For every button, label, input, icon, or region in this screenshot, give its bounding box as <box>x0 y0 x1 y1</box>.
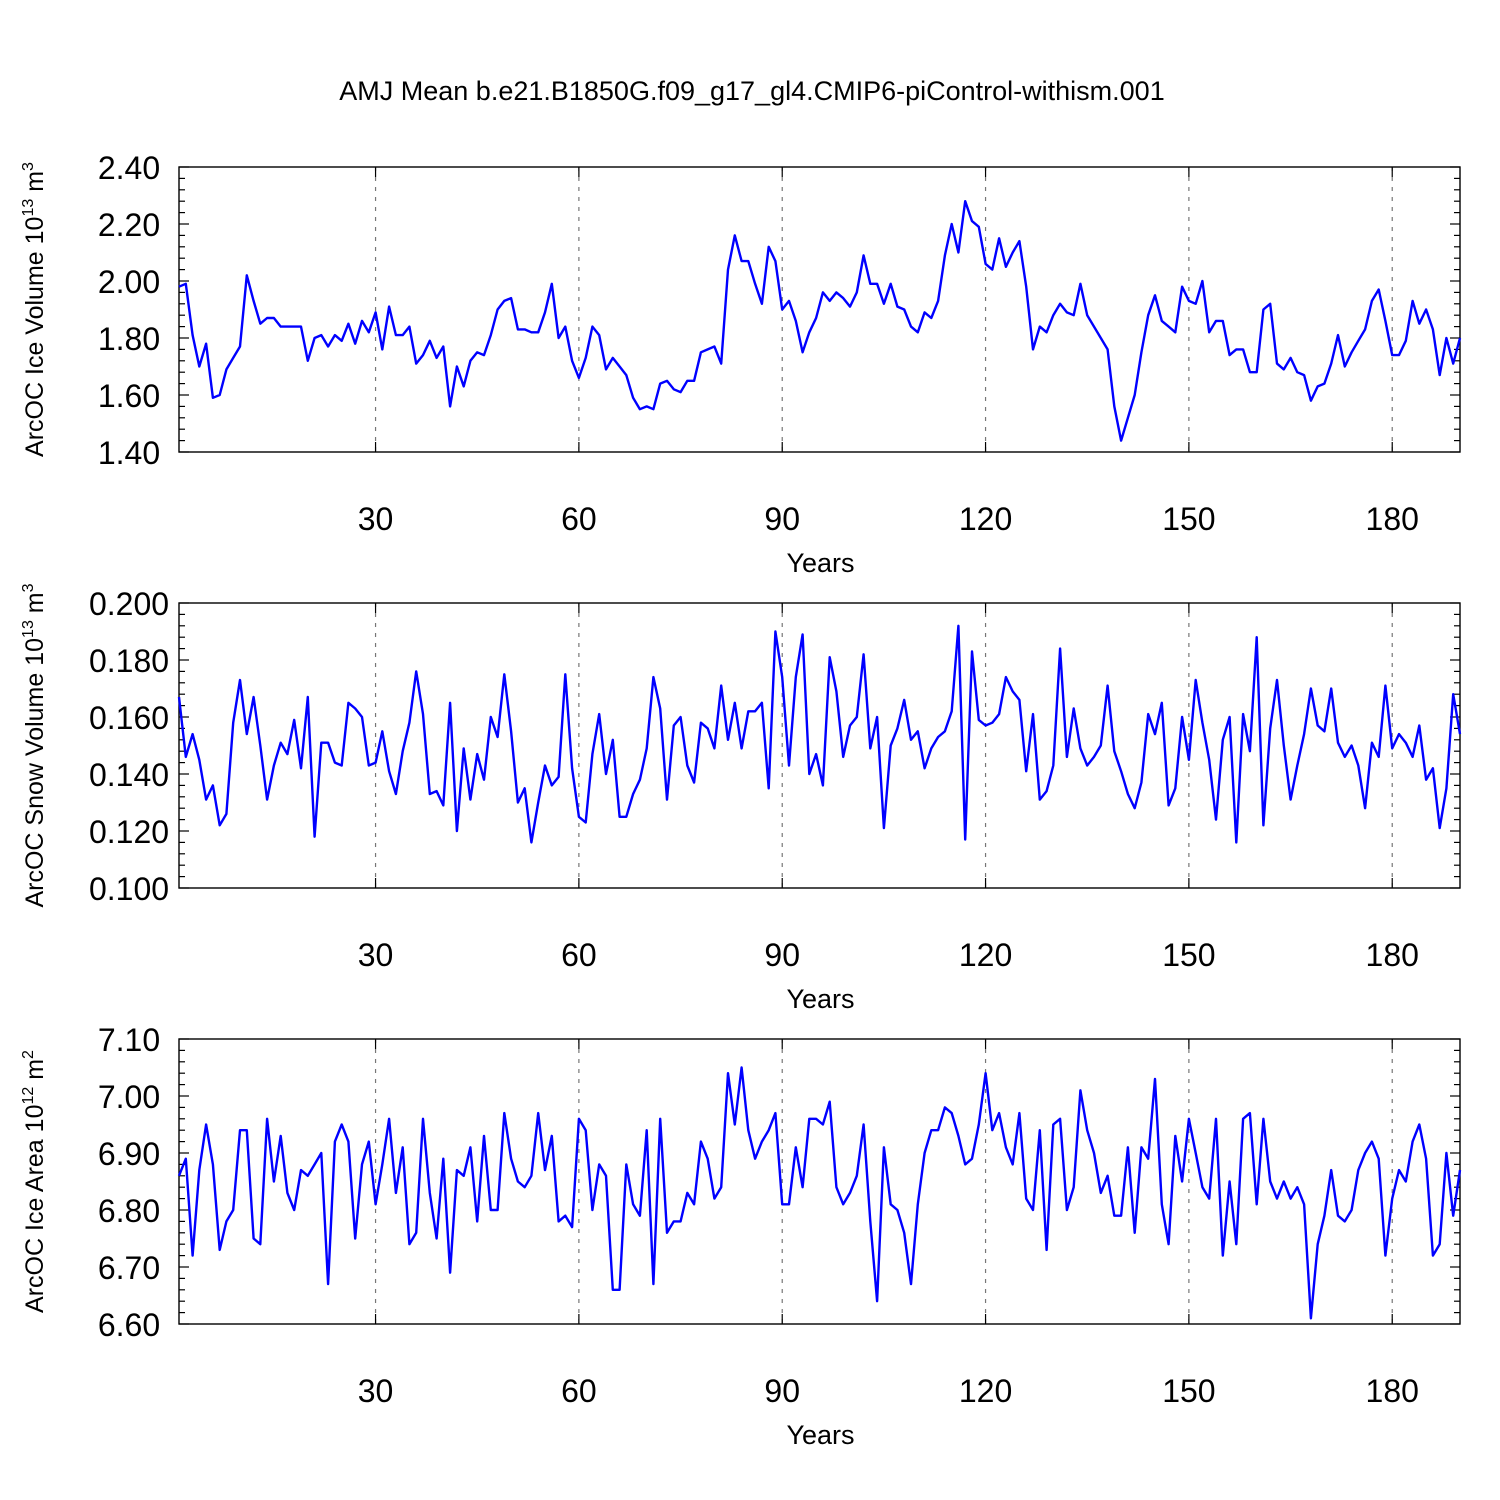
plot-frame <box>178 1038 1461 1325</box>
x-tick-label: 90 <box>764 937 800 973</box>
series-line <box>178 199 1462 442</box>
x-tick-label: 60 <box>561 501 597 537</box>
x-tick-label: 120 <box>959 1373 1012 1409</box>
y-tick-label: 2.20 <box>98 207 160 243</box>
x-axis-label: Years <box>786 548 854 578</box>
y-tick-label: 0.100 <box>89 871 169 907</box>
x-tick-label: 30 <box>358 1373 394 1409</box>
y-tick-label: 7.10 <box>98 1022 160 1058</box>
y-tick-label: 1.60 <box>98 378 160 414</box>
chart-panels: 30 60 90 120 150 180 1.40 1.60 1.80 2.00 2.20 2.40 Y… <box>20 150 1462 1450</box>
y-axis-label: ArcOC Ice Volume 1013 m3 <box>20 162 49 457</box>
y-tick-label: 6.60 <box>98 1307 160 1343</box>
x-tick-label: 30 <box>358 937 394 973</box>
x-tick-label: 90 <box>764 501 800 537</box>
x-tick-label: 30 <box>358 501 394 537</box>
y-tick-label: 0.140 <box>89 757 169 793</box>
series-line <box>177 1066 1462 1320</box>
x-tick-label: 120 <box>959 501 1012 537</box>
y-tick-label: 7.00 <box>98 1079 160 1115</box>
x-tick-label: 150 <box>1162 1373 1215 1409</box>
y-tick-label: 0.160 <box>89 700 169 736</box>
chart-panel-1: 30 60 90 120 150 180 1.40 1.60 1.80 2.00 2.20 2.40 Y… <box>20 150 1462 578</box>
x-tick-label: 150 <box>1162 501 1215 537</box>
y-axis-label: ArcOC Ice Area 1012 m2 <box>20 1050 49 1313</box>
y-tick-label: 2.40 <box>98 150 160 186</box>
x-tick-label: 150 <box>1162 937 1215 973</box>
x-tick-label: 60 <box>561 1373 597 1409</box>
chart-panel-3: 30 60 90 120 150 180 6.60 6.70 6.80 6.90 7.00 7.10 Y… <box>20 1022 1462 1450</box>
x-axis-label: Years <box>786 984 854 1014</box>
chart-title: AMJ Mean b.e21.B1850G.f09_g17_gl4.CMIP6-… <box>339 76 1164 106</box>
y-tick-label: 0.120 <box>89 814 169 850</box>
plot-frame <box>178 166 1461 453</box>
y-tick-label: 6.70 <box>98 1250 160 1286</box>
x-tick-label: 120 <box>959 937 1012 973</box>
series-line <box>177 624 1462 844</box>
x-axis-label: Years <box>786 1420 854 1450</box>
y-axis-label: ArcOC Snow Volume 1013 m3 <box>20 583 49 907</box>
y-tick-label: 2.00 <box>98 264 160 300</box>
chart-panel-2: 30 60 90 120 150 180 0.100 0.120 0.140 0.160 0.180… <box>20 583 1462 1014</box>
x-tick-label: 180 <box>1366 937 1419 973</box>
y-tick-label: 6.90 <box>98 1136 160 1172</box>
y-tick-label: 0.180 <box>89 643 169 679</box>
y-tick-label: 1.80 <box>98 321 160 357</box>
x-tick-label: 180 <box>1366 1373 1419 1409</box>
plot-frame <box>178 602 1461 889</box>
y-tick-label: 1.40 <box>98 435 160 471</box>
y-tick-label: 0.200 <box>89 586 169 622</box>
y-tick-label: 6.80 <box>98 1193 160 1229</box>
x-tick-label: 180 <box>1366 501 1419 537</box>
x-tick-label: 90 <box>764 1373 800 1409</box>
x-tick-label: 60 <box>561 937 597 973</box>
